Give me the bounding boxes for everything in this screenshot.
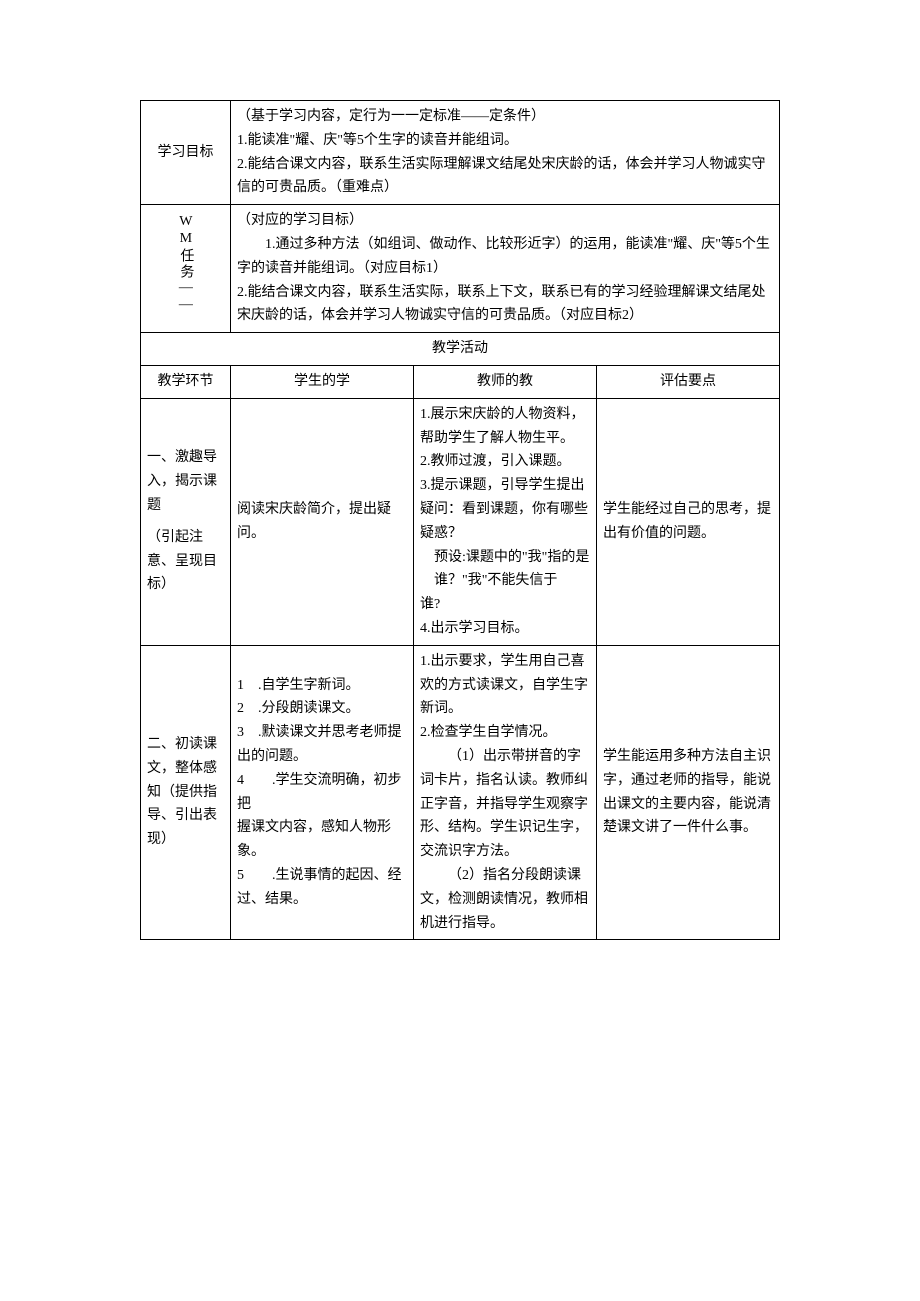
tasks-item-2: 2.能结合课文内容，联系生活实际，联系上下文，联系已有的学习经验理解课文结尾处宋…	[237, 281, 773, 329]
stage1-eval-cell: 学生能经过自己的思考，提出有价值的问题。	[597, 398, 780, 645]
stage1-teacher-2: 2.教师过渡，引入课题。	[420, 450, 590, 474]
goals-intro: （基于学习内容，定行为一一定标准——定条件）	[237, 105, 773, 129]
stage2-student-tail-2: 4 .学生交流明确，初步把	[237, 769, 407, 817]
goals-item-2: 2.能结合课文内容，联系生活实际理解课文结尾处宋庆龄的话，体会并学习人物诚实守信…	[237, 153, 773, 201]
stage2-teacher-2: 2.检查学生自学情况。	[420, 721, 590, 745]
tasks-label-cell: WM任务——	[141, 205, 231, 333]
stage1-title: 一、激趣导入，揭示课题	[147, 446, 224, 517]
stage1-teacher-1: 1.展示宋庆龄的人物资料，帮助学生了解人物生平。	[420, 403, 590, 451]
row-tasks: WM任务—— （对应的学习目标） 1.通过多种方法（如组词、做动作、比较形近字）…	[141, 205, 780, 333]
stage2-student-list: 1.自学生字新词。 2.分段朗读课文。 3.默读课文并思考老师提	[237, 674, 407, 745]
stage2-student-cell: 1.自学生字新词。 2.分段朗读课文。 3.默读课文并思考老师提 出的问题。 4…	[231, 645, 414, 940]
col-stage: 教学环节	[141, 365, 231, 398]
col-teacher: 教师的教	[414, 365, 597, 398]
stage1-teacher-cell: 1.展示宋庆龄的人物资料，帮助学生了解人物生平。 2.教师过渡，引入课题。 3.…	[414, 398, 597, 645]
row-stage-2: 二、初读课文，整体感知（提供指导、引出表现） 1.自学生字新词。 2.分段朗读课…	[141, 645, 780, 940]
stage1-student-cell: 阅读宋庆龄简介，提出疑问。	[231, 398, 414, 645]
tasks-content-cell: （对应的学习目标） 1.通过多种方法（如组词、做动作、比较形近字）的运用，能读准…	[231, 205, 780, 333]
tasks-item-1: 1.通过多种方法（如组词、做动作、比较形近字）的运用，能读准"耀、庆"等5个生字…	[237, 233, 773, 281]
goals-label-cell: 学习目标	[141, 101, 231, 205]
row-goals: 学习目标 （基于学习内容，定行为一一定标准——定条件） 1.能读准"耀、庆"等5…	[141, 101, 780, 205]
stage1-eval: 学生能经过自己的思考，提出有价值的问题。	[603, 502, 771, 541]
stage2-title: 二、初读课文，整体感知（提供指导、引出表现）	[147, 737, 217, 847]
col-student: 学生的学	[231, 365, 414, 398]
row-stage-1: 一、激趣导入，揭示课题 （引起注意、呈现目标） 阅读宋庆龄简介，提出疑问。 1.…	[141, 398, 780, 645]
list-item: 3.默读课文并思考老师提	[237, 721, 407, 745]
stage2-title-cell: 二、初读课文，整体感知（提供指导、引出表现）	[141, 645, 231, 940]
goals-label: 学习目标	[158, 145, 214, 160]
list-item: 1.自学生字新词。	[237, 674, 407, 698]
stage2-teacher-cell: 1.出示要求，学生用自己喜欢的方式读课文，自学生字新词。 2.检查学生自学情况。…	[414, 645, 597, 940]
stage1-sub: （引起注意、呈现目标）	[147, 526, 224, 597]
stage2-teacher-3: （1）出示带拼音的字词卡片，指名认读。教师纠正字音，并指导学生观察字形、结构。学…	[420, 745, 590, 864]
stage2-student-tail-4: 5 .生说事情的起因、经	[237, 864, 407, 888]
stage1-student: 阅读宋庆龄简介，提出疑问。	[237, 502, 391, 541]
goals-item-1: 1.能读准"耀、庆"等5个生字的读音并能组词。	[237, 129, 773, 153]
stage2-student-tail-5: 过、结果。	[237, 888, 407, 912]
list-item: 2.分段朗读课文。	[237, 697, 407, 721]
tasks-intro: （对应的学习目标）	[237, 209, 773, 233]
row-activity-header: 教学活动	[141, 333, 780, 366]
stage1-teacher-3: 3.提示课题，引导学生提出疑问：看到课题，你有哪些疑惑？	[420, 474, 590, 545]
stage1-title-cell: 一、激趣导入，揭示课题 （引起注意、呈现目标）	[141, 398, 231, 645]
stage2-eval: 学生能运用多种方法自主识字，通过老师的指导，能说出课文的主要内容，能说清楚课文讲…	[603, 749, 771, 835]
col-eval: 评估要点	[597, 365, 780, 398]
stage2-student-tail-3: 握课文内容，感知人物形象。	[237, 816, 407, 864]
stage1-teacher-6: 4.出示学习目标。	[420, 617, 590, 641]
stage1-teacher-4: 预设:课题中的"我"指的是谁？"我"不能失信于	[420, 546, 590, 594]
lesson-plan-table: 学习目标 （基于学习内容，定行为一一定标准——定条件） 1.能读准"耀、庆"等5…	[140, 100, 780, 940]
stage2-student-tail-1: 出的问题。	[237, 745, 407, 769]
stage1-teacher-5: 谁?	[420, 593, 590, 617]
stage2-eval-cell: 学生能运用多种方法自主识字，通过老师的指导，能说出课文的主要内容，能说清楚课文讲…	[597, 645, 780, 940]
stage2-teacher-1: 1.出示要求，学生用自己喜欢的方式读课文，自学生字新词。	[420, 650, 590, 721]
activity-header: 教学活动	[141, 333, 780, 366]
tasks-label: WM任务——	[174, 214, 198, 314]
stage2-teacher-4: （2）指名分段朗读课文，检测朗读情况，教师相机进行指导。	[420, 864, 590, 935]
row-column-headers: 教学环节 学生的学 教师的教 评估要点	[141, 365, 780, 398]
goals-content-cell: （基于学习内容，定行为一一定标准——定条件） 1.能读准"耀、庆"等5个生字的读…	[231, 101, 780, 205]
